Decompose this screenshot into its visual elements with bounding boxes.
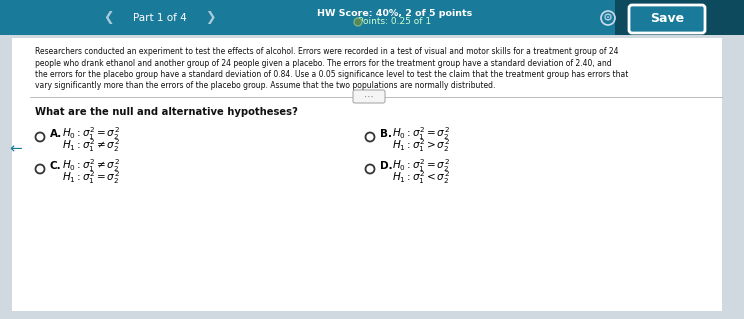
Text: $H_1: \sigma_1^2 > \sigma_2^2$: $H_1: \sigma_1^2 > \sigma_2^2$ xyxy=(392,137,450,154)
Text: ⚙: ⚙ xyxy=(603,13,613,23)
Text: ←: ← xyxy=(10,142,22,157)
Text: Save: Save xyxy=(650,12,684,26)
Text: ⋯: ⋯ xyxy=(364,92,374,101)
Text: ❯: ❯ xyxy=(205,11,215,25)
Text: Researchers conducted an experiment to test the effects of alcohol. Errors were : Researchers conducted an experiment to t… xyxy=(35,47,618,56)
Text: B.: B. xyxy=(380,129,392,139)
Text: Part 1 of 4: Part 1 of 4 xyxy=(133,13,187,23)
Text: C.: C. xyxy=(50,161,62,171)
FancyBboxPatch shape xyxy=(629,5,705,33)
Circle shape xyxy=(354,18,362,26)
Circle shape xyxy=(601,11,615,25)
Text: $H_0: \sigma_1^2 = \sigma_2^2$: $H_0: \sigma_1^2 = \sigma_2^2$ xyxy=(392,126,450,142)
Text: $H_0: \sigma_1^2 = \sigma_2^2$: $H_0: \sigma_1^2 = \sigma_2^2$ xyxy=(392,158,450,174)
Text: $H_1: \sigma_1^2 = \sigma_2^2$: $H_1: \sigma_1^2 = \sigma_2^2$ xyxy=(62,170,120,186)
Text: $H_1: \sigma_1^2 \neq \sigma_2^2$: $H_1: \sigma_1^2 \neq \sigma_2^2$ xyxy=(62,137,120,154)
Text: $H_0: \sigma_1^2 = \sigma_2^2$: $H_0: \sigma_1^2 = \sigma_2^2$ xyxy=(62,126,120,142)
Text: Points: 0.25 of 1: Points: 0.25 of 1 xyxy=(359,18,432,26)
Text: A.: A. xyxy=(50,129,62,139)
Text: D.: D. xyxy=(380,161,393,171)
Text: What are the null and alternative hypotheses?: What are the null and alternative hypoth… xyxy=(35,107,298,117)
Text: people who drank ethanol and another group of 24 people given a placebo. The err: people who drank ethanol and another gro… xyxy=(35,58,612,68)
Text: $H_0: \sigma_1^2 \neq \sigma_2^2$: $H_0: \sigma_1^2 \neq \sigma_2^2$ xyxy=(62,158,120,174)
Text: vary significantly more than the errors of the placebo group. Assume that the tw: vary significantly more than the errors … xyxy=(35,81,496,91)
Text: $H_1: \sigma_1^2 < \sigma_2^2$: $H_1: \sigma_1^2 < \sigma_2^2$ xyxy=(392,170,450,186)
Bar xyxy=(12,38,722,311)
FancyBboxPatch shape xyxy=(353,90,385,103)
Text: HW Score: 40%, 2 of 5 points: HW Score: 40%, 2 of 5 points xyxy=(318,9,472,18)
Text: ❮: ❮ xyxy=(103,11,113,25)
Bar xyxy=(0,0,744,35)
Text: the errors for the placebo group have a standard deviation of 0.84. Use a 0.05 s: the errors for the placebo group have a … xyxy=(35,70,629,79)
Bar xyxy=(615,0,744,35)
